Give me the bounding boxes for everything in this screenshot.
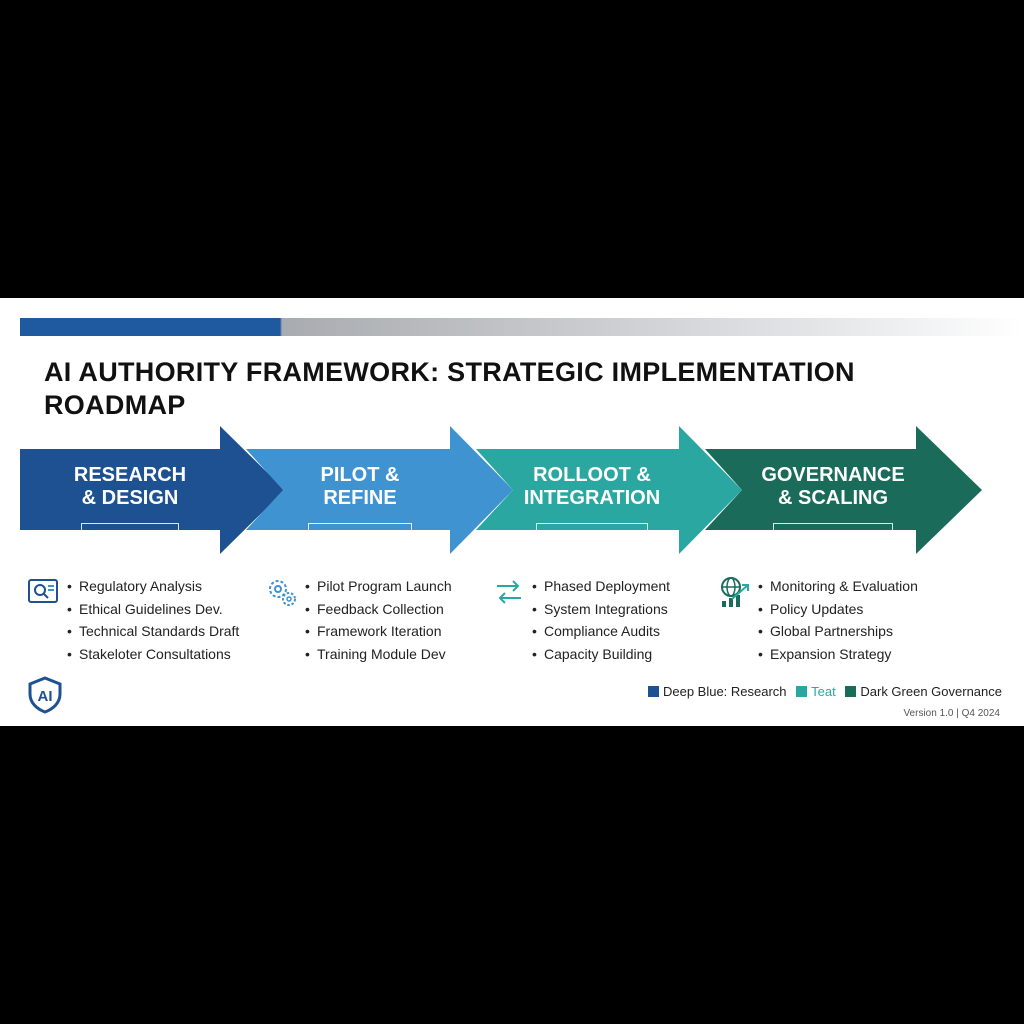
list-item: Regulatory Analysis — [67, 575, 239, 598]
phase-item-list: Monitoring & Evaluation Policy Updates G… — [718, 575, 918, 665]
phase-arrow-4 — [705, 426, 982, 554]
phase-title: PILOT & REFINE — [320, 464, 400, 509]
phase-header-2: PILOT & REFINE Months 7-12 — [270, 464, 450, 550]
phase-header-1: RESEARCH & DESIGN Months 0-6 — [40, 464, 220, 550]
list-item: Ethical Guidelines Dev. — [67, 598, 239, 621]
months-badge: Months 19-24+ — [772, 523, 894, 550]
phase-item-list: Pilot Program Launch Feedback Collection… — [265, 575, 452, 665]
gears-icon — [269, 580, 296, 606]
list-item: Framework Iteration — [305, 620, 452, 643]
shield-icon: AI — [28, 676, 62, 714]
phase-items-4: Monitoring & Evaluation Policy Updates G… — [718, 575, 918, 665]
phase-header-4: GOVERNANCE & SCALING Months 19-24+ — [743, 464, 923, 550]
list-item: Compliance Audits — [532, 620, 670, 643]
document-search-icon — [28, 579, 58, 603]
sync-arrows-icon — [497, 580, 521, 604]
globe-growth-icon — [721, 577, 749, 607]
list-item: Feedback Collection — [305, 598, 452, 621]
list-item: Capacity Building — [532, 643, 670, 666]
logo-text: AI — [38, 688, 53, 705]
list-item: System Integrations — [532, 598, 670, 621]
phase-item-list: Regulatory Analysis Ethical Guidelines D… — [27, 575, 239, 665]
list-item: Global Partnerships — [758, 620, 918, 643]
color-legend: Deep Blue: Research Teat Dark Green Gove… — [642, 683, 1002, 699]
months-badge: Months 13-18 — [535, 523, 649, 550]
legend-label: Deep Blue: Research — [662, 684, 787, 700]
legend-label: Dark Green Governance — [860, 684, 1002, 700]
legend-swatch-teal — [796, 686, 808, 698]
list-item: Policy Updates — [758, 598, 918, 621]
list-item: Monitoring & Evaluation — [758, 575, 918, 598]
list-item: Expansion Strategy — [758, 643, 918, 666]
phase-items-3: Phased Deployment System Integrations Co… — [492, 575, 670, 665]
phase-item-list: Phased Deployment System Integrations Co… — [492, 575, 670, 665]
page-title: AI AUTHORITY FRAMEWORK: STRATEGIC IMPLEM… — [44, 357, 855, 420]
roadmap-slide: AI AUTHORITY FRAMEWORK: STRATEGIC IMPLEM… — [0, 298, 1024, 726]
phase-title: ROLLOOT & INTEGRATION — [523, 464, 661, 509]
phase-title: GOVERNANCE & SCALING — [761, 464, 905, 509]
legend-label: Teat — [811, 684, 836, 700]
phase-arrow-2 — [246, 426, 513, 554]
phase-items-2: Pilot Program Launch Feedback Collection… — [265, 575, 452, 665]
phase-arrows — [20, 426, 982, 554]
top-accent-bar — [20, 318, 1024, 336]
legend-swatch-governance — [845, 686, 857, 698]
phase-arrow-3 — [476, 426, 742, 554]
months-badge: Months 7-12 — [307, 523, 413, 550]
list-item: Pilot Program Launch — [305, 575, 452, 598]
list-item: Phased Deployment — [532, 575, 670, 598]
list-item: Technical Standards Draft — [67, 620, 239, 643]
phase-items-1: Regulatory Analysis Ethical Guidelines D… — [27, 575, 239, 665]
version-label: Version 1.0 | Q4 2024 — [903, 708, 1000, 719]
list-item: Training Module Dev — [305, 643, 452, 666]
legend-swatch-research — [647, 686, 659, 698]
months-badge: Months 0-6 — [81, 523, 179, 550]
phase-title: RESEARCH & DESIGN — [73, 464, 187, 509]
phase-header-3: ROLLOOT & INTEGRATION Months 13-18 — [502, 464, 682, 550]
phase-arrow-1 — [20, 426, 285, 554]
list-item: Stakeloter Consultations — [67, 643, 239, 666]
